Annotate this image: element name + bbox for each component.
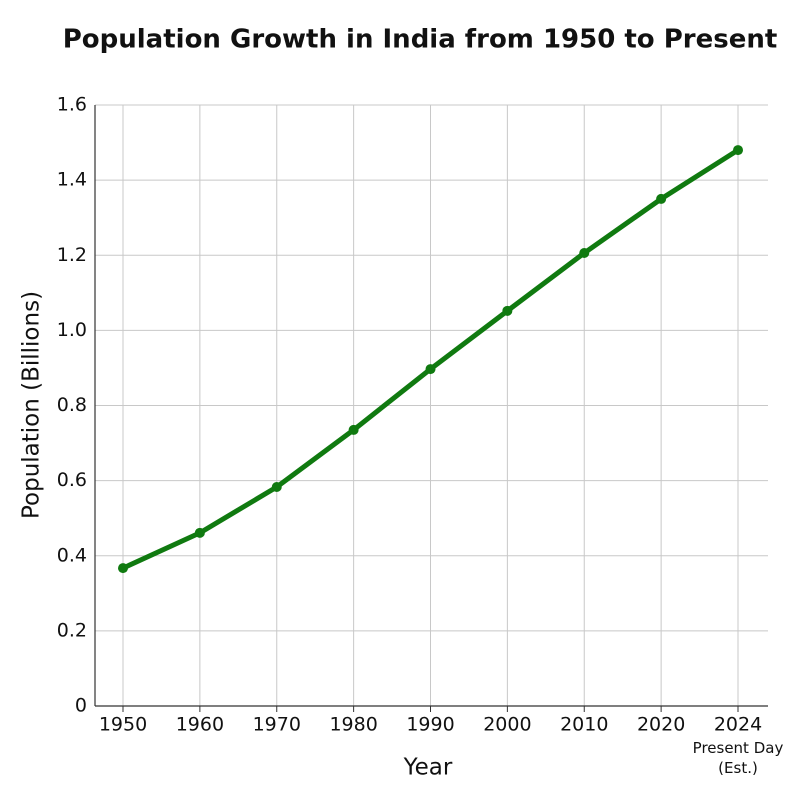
x-tick-label: 1990 xyxy=(406,714,454,736)
y-tick-label: 0.8 xyxy=(57,394,87,416)
x-tick-label: 1980 xyxy=(329,714,377,736)
y-tick-label: 1.6 xyxy=(57,94,87,116)
data-point xyxy=(502,305,513,316)
y-tick-label: 0 xyxy=(75,695,87,717)
x-tick-label: 1970 xyxy=(253,714,301,736)
x-tick-label: 1960 xyxy=(176,714,224,736)
x-tick-label: 2010 xyxy=(560,714,608,736)
x-tick-label: 2024 xyxy=(714,714,762,736)
x-tick-label: 1950 xyxy=(99,714,147,736)
data-point xyxy=(194,527,205,538)
data-point xyxy=(656,193,667,204)
data-point xyxy=(118,563,128,574)
chart-title: Population Growth in India from 1950 to … xyxy=(63,25,778,55)
y-tick-label: 0.6 xyxy=(57,469,87,491)
y-tick-label: 0.4 xyxy=(57,544,87,566)
data-point xyxy=(733,145,743,156)
x-axis-label: Year xyxy=(403,755,453,781)
y-tick-label: 1.2 xyxy=(57,244,87,266)
y-tick-label: 0.2 xyxy=(57,619,87,641)
x-tick-label: 2020 xyxy=(637,714,685,736)
data-point xyxy=(579,247,590,258)
y-tick-label: 1.0 xyxy=(57,319,87,341)
data-point xyxy=(348,424,359,435)
x-tick-label: 2000 xyxy=(483,714,531,736)
annotation: Present Day (Est.) xyxy=(692,739,784,777)
data-point xyxy=(425,364,436,375)
y-axis-label: Population (Billions) xyxy=(19,291,45,519)
data-point xyxy=(271,482,282,493)
y-tick-label: 1.4 xyxy=(57,169,87,191)
